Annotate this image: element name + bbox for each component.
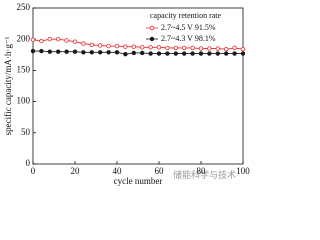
data-point (72, 39, 78, 44)
x-tick-label: 20 (71, 166, 81, 176)
legend-label: 2.7~4.3 V 98.1% (161, 34, 216, 43)
data-point (139, 45, 145, 50)
data-point (232, 51, 237, 56)
data-point (215, 46, 220, 51)
data-point (173, 51, 178, 56)
legend-title: capacity retention rate (150, 11, 222, 20)
data-point (198, 51, 204, 56)
y-tick-label: 250 (17, 2, 31, 12)
y-tick-label: 150 (17, 64, 31, 74)
data-point (156, 51, 162, 56)
data-point (139, 50, 145, 56)
plot-frame (32, 7, 244, 165)
data-point (240, 51, 246, 56)
data-point (190, 45, 195, 51)
data-point (89, 50, 94, 55)
data-point (240, 46, 246, 52)
data-point (165, 45, 170, 51)
data-point (198, 46, 204, 51)
y-tick-label: 0 (26, 158, 31, 168)
data-point (181, 45, 187, 51)
data-point (131, 44, 136, 49)
x-tick-label: 40 (113, 166, 123, 176)
data-point (106, 50, 111, 55)
data-point (131, 50, 136, 56)
data-point (106, 43, 111, 49)
data-point (148, 45, 153, 50)
legend-marker (149, 36, 155, 42)
data-point (114, 50, 120, 55)
data-point (56, 49, 61, 54)
data-point (30, 48, 36, 54)
data-point (30, 37, 36, 43)
x-tick-label: 0 (31, 166, 36, 176)
legend-label: 2.7~4.5 V 91.5% (161, 23, 216, 32)
watermark: 储能科学与技术 (173, 169, 236, 180)
y-tick-label: 50 (21, 127, 31, 137)
x-axis-label: cycle number (114, 176, 163, 186)
x-tick-label: 60 (155, 166, 165, 176)
data-point (47, 37, 52, 42)
data-point (173, 45, 178, 51)
data-point (223, 46, 229, 52)
data-point (47, 49, 52, 54)
data-point (81, 50, 86, 55)
y-axis-label: specific capacity/mA·h·g⁻¹ (3, 36, 13, 135)
data-point (207, 46, 212, 51)
data-point (207, 51, 212, 56)
data-point (114, 43, 120, 49)
data-point (89, 42, 94, 48)
data-point (156, 45, 162, 50)
data-point (97, 43, 103, 48)
legend-marker (149, 25, 155, 31)
data-point (81, 41, 86, 46)
data-point (72, 49, 78, 54)
data-point (190, 51, 195, 56)
data-point (39, 48, 44, 54)
x-tick-label: 100 (236, 166, 250, 176)
data-point (123, 51, 128, 57)
data-point (215, 51, 220, 56)
data-point (232, 45, 237, 51)
data-point (165, 51, 170, 56)
y-tick-label: 100 (17, 96, 31, 106)
data-point (148, 51, 153, 56)
x-tick-label: 80 (197, 166, 207, 176)
data-point (223, 51, 229, 56)
data-point (123, 44, 128, 49)
data-point (56, 37, 61, 42)
data-point (64, 38, 69, 43)
chart: cycle number specific capacity/mA·h·g⁻¹ … (3, 2, 250, 186)
data-point (97, 50, 103, 55)
data-point (64, 49, 69, 54)
y-tick-label: 200 (17, 33, 31, 43)
data-point (181, 51, 187, 56)
data-point (39, 38, 44, 44)
